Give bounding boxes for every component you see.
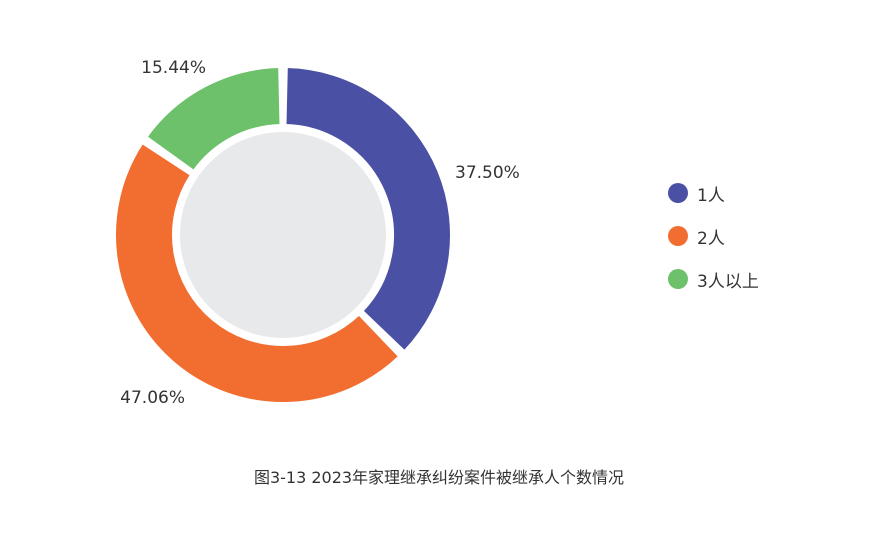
donut-center [180,132,386,338]
slice-marker-3 [202,88,217,103]
legend-swatch-3 [668,269,688,289]
legend: 1人 2人 3人以上 [668,181,759,310]
legend-item-3[interactable]: 3人以上 [668,267,759,292]
donut-slice-1[interactable] [284,66,452,353]
legend-swatch-2 [668,226,688,246]
chart-caption: 图3-13 2023年家理继承纠纷案件被继承人个数情况 [253,468,625,487]
legend-label-2: 2人 [697,228,725,249]
legend-item-1[interactable]: 1人 [668,181,759,206]
slice-value-label-2: 47.06% [120,388,185,408]
slice-marker-1 [421,167,436,182]
legend-swatch-1 [668,183,688,203]
slice-marker-2 [175,349,190,364]
legend-label-3: 3人以上 [697,271,759,292]
slice-value-label-3: 15.44% [141,58,206,78]
legend-label-1: 1人 [697,185,725,206]
slice-value-label-1: 37.50% [455,163,520,183]
legend-item-2[interactable]: 2人 [668,224,759,249]
